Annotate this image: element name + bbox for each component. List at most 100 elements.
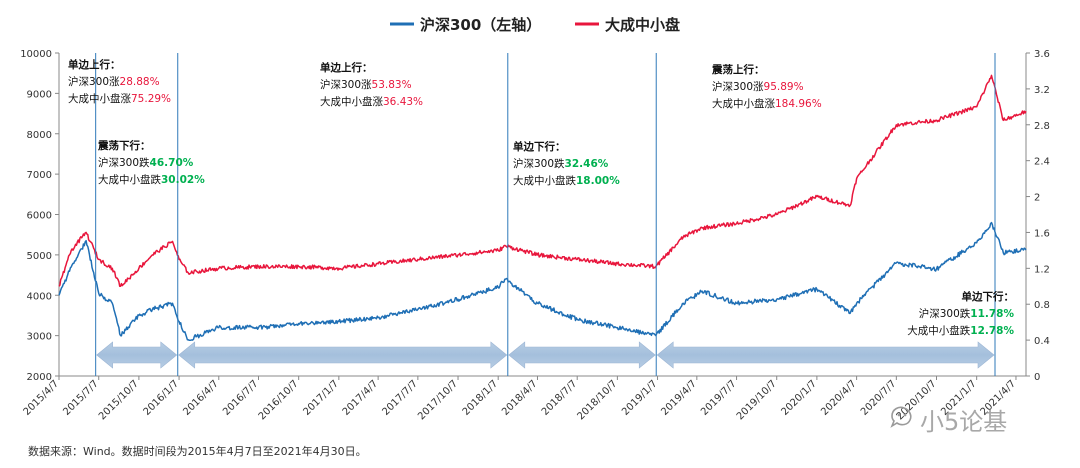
y-left-tick-label: 8000 [27, 130, 52, 141]
phase-annotation: 震荡下行： 沪深300跌46.70% 大成中小盘跌30.02% [97, 139, 205, 186]
phase-line-prefix: 大成中小盘涨 [320, 95, 383, 108]
phase-line-prefix: 大成中小盘涨 [712, 97, 775, 110]
phase-line: 沪深300跌46.70% [98, 156, 194, 169]
phase-line-value: 95.89% [764, 81, 804, 93]
footer-source: 数据来源：Wind。数据时间段为2015年4月7日至2021年4月30日。 [28, 445, 367, 458]
phase-annotation: 单边上行： 沪深300涨53.83% 大成中小盘涨36.43% [320, 61, 423, 108]
phase-line-prefix: 沪深300跌 [513, 157, 565, 170]
x-tick-label: 2018/1/7 [461, 378, 501, 418]
phase-title: 震荡上行： [711, 63, 765, 76]
x-tick-label: 2018/10/7 [575, 378, 619, 422]
y-left-tick-label: 10000 [20, 49, 52, 60]
phase-line-prefix: 沪深300涨 [712, 80, 764, 93]
y-left-tick-label: 2000 [27, 372, 52, 383]
phase-line: 大成中小盘跌18.00% [513, 174, 620, 187]
phase-line-value: 184.96% [775, 98, 822, 110]
y-left-tick-label: 6000 [27, 211, 52, 222]
x-tick-label: 2019/10/7 [735, 378, 779, 422]
x-tick-label: 2017/10/7 [416, 378, 460, 422]
phase-line: 大成中小盘跌12.78% [907, 324, 1014, 337]
phase-line-value: 32.46% [565, 158, 609, 170]
x-tick-label: 2017/7/7 [380, 378, 420, 418]
phase-annotations: 单边上行：沪深300涨28.88%大成中小盘涨75.29%震荡下行：沪深300跌… [68, 58, 1014, 337]
x-tick-label: 2016/1/7 [142, 378, 182, 418]
x-tick-label: 2016/10/7 [257, 378, 301, 422]
phase-line-prefix: 沪深300跌 [919, 307, 971, 320]
phase-line: 沪深300涨28.88% [68, 75, 160, 88]
y-right-tick-label: 1.6 [1034, 228, 1050, 239]
legend-label: 沪深300（左轴） [420, 16, 541, 34]
phase-title: 单边下行： [962, 290, 1015, 303]
legend-label: 大成中小盘 [605, 16, 680, 34]
x-tick-label: 2016/7/7 [221, 378, 261, 418]
x-tick-label: 2020/1/7 [779, 378, 819, 418]
phase-line: 沪深300跌32.46% [513, 157, 609, 170]
series-line [58, 221, 1027, 342]
phase-title: 震荡下行： [97, 139, 151, 152]
y-left-tick-label: 4000 [27, 291, 52, 302]
phase-line-prefix: 大成中小盘涨 [68, 92, 131, 105]
phase-line-prefix: 沪深300跌 [98, 156, 150, 169]
y-right-tick-label: 3.6 [1034, 49, 1050, 60]
y-right-tick-label: 0.8 [1034, 300, 1050, 311]
x-tick-label: 2015/10/7 [97, 378, 141, 422]
phase-line-value: 18.00% [576, 175, 620, 187]
phase-line-value: 46.70% [150, 157, 194, 169]
phase-title: 单边下行： [513, 140, 566, 153]
axes: 2000 3000 4000 5000 6000 7000 8000 9000 10000 0 0.… [20, 49, 1050, 422]
series-line [58, 74, 1027, 288]
legend: 沪深300（左轴） 大成中小盘 [390, 16, 680, 34]
phase-line: 大成中小盘跌30.02% [98, 173, 205, 186]
phase-line-value: 28.88% [120, 76, 160, 88]
phase-line-prefix: 大成中小盘跌 [513, 174, 576, 187]
x-tick-label: 2017/4/7 [341, 378, 381, 418]
phase-line-prefix: 沪深300涨 [68, 75, 120, 88]
phase-line-prefix: 大成中小盘跌 [907, 324, 970, 337]
phase-line: 沪深300涨53.83% [320, 78, 412, 91]
phase-line: 大成中小盘涨36.43% [320, 95, 423, 108]
phase-line-value: 53.83% [372, 79, 412, 91]
x-tick-label: 2015/7/7 [61, 378, 101, 418]
phase-line: 沪深300涨95.89% [712, 80, 804, 93]
phase-title: 单边上行： [68, 58, 121, 71]
phase-arrows [96, 341, 995, 369]
phase-dividers [95, 53, 996, 376]
y-right-tick-label: 0 [1034, 372, 1040, 383]
phase-title: 单边上行： [320, 61, 373, 74]
x-tick-label: 2020/4/7 [819, 378, 859, 418]
y-right-tick-label: 3.2 [1034, 85, 1050, 96]
phase-line: 大成中小盘涨75.29% [68, 92, 171, 105]
watermark-icon [890, 406, 912, 428]
x-tick-label: 2017/1/7 [301, 378, 341, 418]
phase-line: 大成中小盘涨184.96% [712, 97, 822, 110]
phase-annotation: 单边上行： 沪深300涨28.88% 大成中小盘涨75.29% [68, 58, 171, 105]
phase-annotation: 震荡上行： 沪深300涨95.89% 大成中小盘涨184.96% [711, 63, 822, 110]
x-tick-label: 2019/4/7 [659, 378, 699, 418]
x-tick-label: 2019/7/7 [699, 378, 739, 418]
phase-line-value: 12.78% [970, 325, 1014, 337]
watermark-text: 小5论基 [920, 408, 1008, 436]
x-tick-label: 2016/4/7 [181, 378, 221, 418]
y-right-tick-label: 2.4 [1034, 157, 1050, 168]
y-right-tick-label: 2 [1034, 193, 1040, 204]
y-right-tick-label: 2.8 [1034, 121, 1050, 132]
y-left-tick-label: 9000 [27, 89, 52, 100]
phase-line-value: 11.78% [970, 308, 1014, 320]
x-tick-label: 2015/4/7 [22, 378, 62, 418]
phase-arrow [508, 341, 656, 369]
y-right-tick-label: 1.2 [1034, 264, 1050, 275]
phase-annotation: 单边下行：沪深300跌11.78%大成中小盘跌12.78% [907, 290, 1014, 337]
series-lines [58, 74, 1027, 342]
phase-line-value: 75.29% [131, 93, 171, 105]
y-left-tick-label: 7000 [27, 170, 52, 181]
phase-line-prefix: 沪深300涨 [320, 78, 372, 91]
phase-annotation: 单边下行： 沪深300跌32.46% 大成中小盘跌18.00% [513, 140, 620, 187]
phase-arrow [178, 341, 508, 369]
y-left-tick-label: 5000 [27, 251, 52, 262]
y-left-tick-label: 3000 [27, 332, 52, 343]
x-tick-label: 2018/4/7 [500, 378, 540, 418]
phase-line-value: 36.43% [383, 96, 423, 108]
phase-arrow [96, 341, 178, 369]
phase-arrow [656, 341, 995, 369]
